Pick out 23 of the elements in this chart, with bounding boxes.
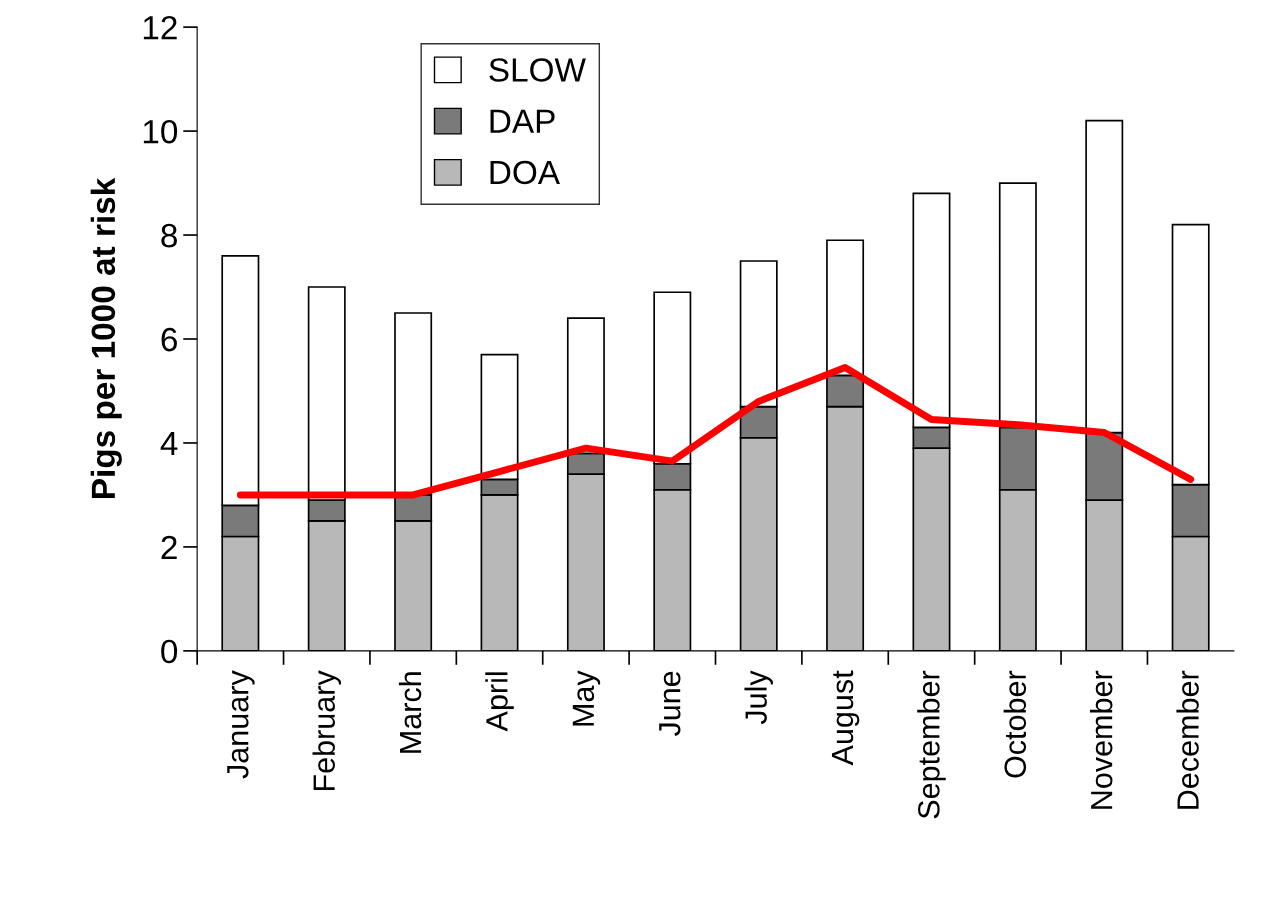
x-tick-label: December [1176, 670, 1199, 809]
x-tick-label: January [227, 670, 255, 779]
x-tick-label: September [917, 670, 946, 819]
x-tick-label: May [572, 670, 601, 726]
x-tick-label: April [485, 672, 514, 732]
x-tick-label: November [1090, 670, 1113, 809]
legend-label: DAP [490, 109, 555, 133]
y-tick-label: 8 [161, 223, 177, 248]
y-tick-label: 2 [161, 535, 177, 559]
legend-label: DOA [490, 160, 560, 185]
x-tick-label: August [831, 670, 860, 766]
x-tick-label: February [312, 670, 341, 791]
x-tick-label: March [398, 672, 422, 753]
y-axis-title: Pigs per 1000 at risk [90, 177, 122, 498]
y-tick-label: 0 [161, 639, 178, 664]
y-tick-label: 4 [160, 432, 178, 456]
y-tick-label: 12 [143, 15, 177, 40]
x-tick-label: June [659, 671, 681, 737]
y-tick-label: 6 [161, 327, 177, 352]
y-tick-label: 10 [143, 119, 178, 144]
x-tick-label: October [1003, 670, 1027, 778]
x-tick-label: July [744, 670, 773, 725]
legend-label: SLOW [489, 58, 586, 82]
